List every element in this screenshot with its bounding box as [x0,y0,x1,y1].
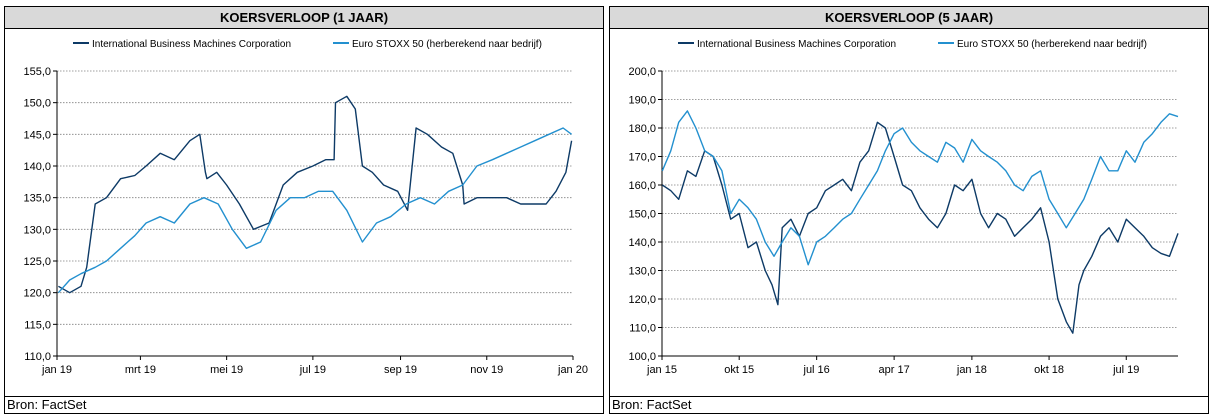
x-tick-label: mei 19 [210,364,243,376]
x-tick-label: apr 17 [879,364,910,376]
y-tick-label: 125,0 [23,256,51,268]
y-tick-label: 150,0 [628,209,656,221]
y-tick-label: 180,0 [628,123,656,135]
y-tick-label: 140,0 [628,237,656,249]
series-line-euro-stoxx [57,127,573,294]
series-line-euro-stoxx [661,110,1179,266]
x-tick-label: jul 19 [1112,364,1139,376]
x-tick-label: jan 18 [956,364,987,376]
x-tick-label: jul 19 [299,364,326,376]
x-tick-label: okt 18 [1034,364,1064,376]
y-tick-label: 145,0 [23,129,51,141]
y-tick-label: 130,0 [628,266,656,278]
legend-label: Euro STOXX 50 (herberekend naar bedrijf) [352,39,542,50]
legend-label: Euro STOXX 50 (herberekend naar bedrijf) [957,39,1147,50]
x-tick-label: sep 19 [384,364,417,376]
x-tick-label: nov 19 [470,364,503,376]
x-tick-label: jan 19 [41,364,72,376]
y-tick-label: 170,0 [628,152,656,164]
chart-panel-5y: KOERSVERLOOP (5 JAAR) 100,0 110,0 120,0 130… [609,6,1209,414]
y-tick-label: 110,0 [629,323,656,335]
y-tick-label: 190,0 [628,95,656,107]
x-tick-label: mrt 19 [125,364,156,376]
y-tick-label: 200,0 [628,66,656,78]
x-tick-label: jan 15 [646,364,677,376]
chart-title: KOERSVERLOOP (1 JAAR) [5,7,603,29]
y-tick-label: 135,0 [23,193,51,205]
y-tick-label: 155,0 [23,66,51,78]
chart-title: KOERSVERLOOP (5 JAAR) [610,7,1208,29]
series-line-ibm [661,121,1179,334]
series-line-ibm [58,95,573,294]
y-tick-label: 100,0 [628,351,656,363]
x-tick-label: jul 16 [803,364,830,376]
y-tick-label: 130,0 [23,224,51,236]
y-tick-label: 150,0 [23,98,51,110]
line-chart-1y: 110,0 115,0 120,0 125,0 130,0 135,0 140,0 145,0… [23,39,588,376]
chart-panel-1y: KOERSVERLOOP (1 JAAR) 110,0 115,0 120,0 125… [4,6,604,414]
x-tick-label: jan 20 [557,364,588,376]
line-chart-5y: 100,0 110,0 120,0 130,0 140,0 150,0 160,0 170,0… [628,39,1179,376]
source-label: Bron: FactSet [5,396,603,413]
y-tick-label: 140,0 [23,161,51,173]
y-tick-label: 120,0 [628,294,656,306]
x-tick-label: okt 15 [724,364,754,376]
y-tick-label: 160,0 [628,180,656,192]
source-label: Bron: FactSet [610,396,1208,413]
legend-label: International Business Machines Corporat… [92,39,291,50]
y-tick-label: 115,0 [24,319,51,331]
y-tick-label: 110,0 [24,351,51,363]
y-tick-label: 120,0 [23,288,51,300]
legend-label: International Business Machines Corporat… [697,39,896,50]
